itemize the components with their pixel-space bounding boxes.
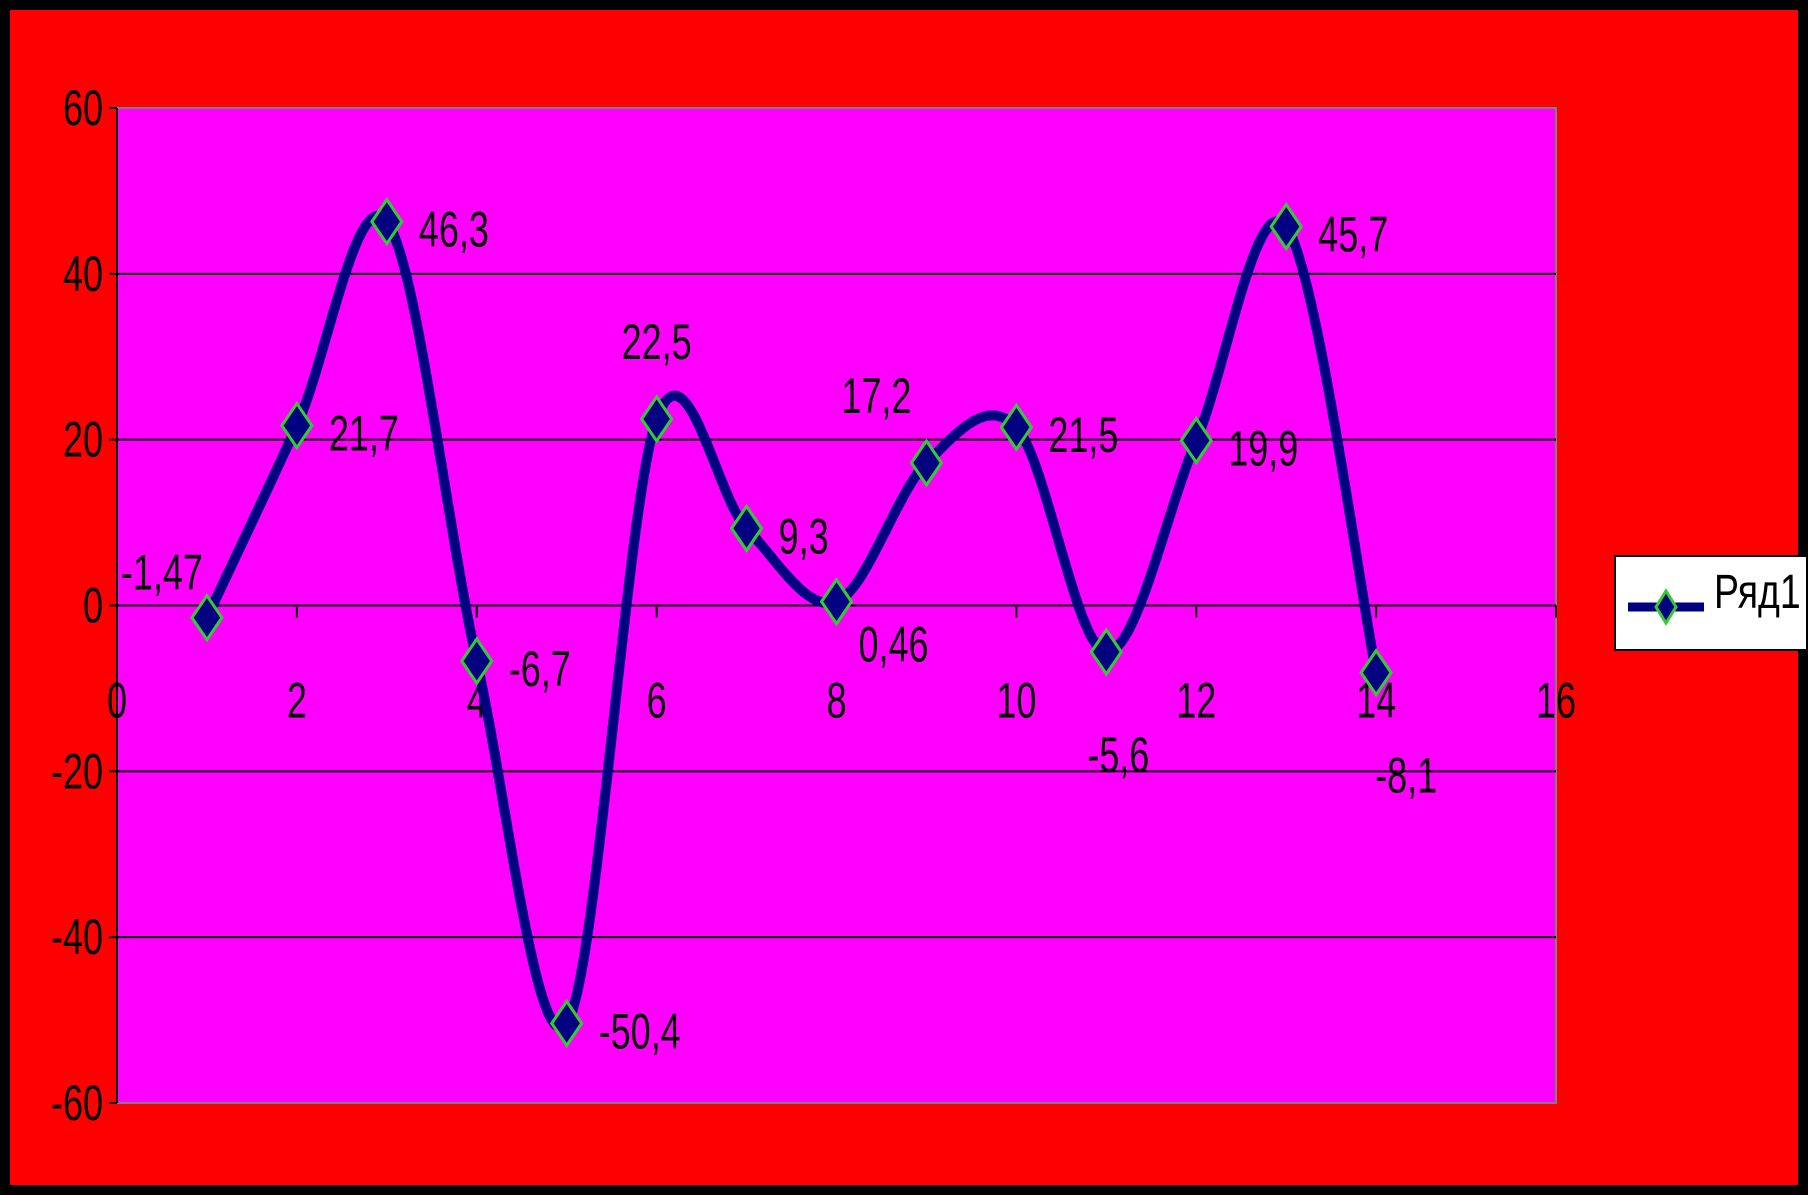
data-point-marker (639, 394, 674, 444)
data-label: 45,7 (1318, 208, 1388, 263)
data-point-marker (909, 438, 944, 488)
data-label: 17,2 (841, 369, 911, 424)
y-tick-label: 60 (63, 81, 103, 136)
diamond-line-marker-icon (1628, 588, 1704, 626)
data-label: -1,47 (121, 546, 203, 601)
data-point-marker (549, 998, 584, 1049)
data-label: -8,1 (1375, 749, 1437, 804)
data-label: -6,7 (509, 642, 571, 697)
data-point-marker (1359, 647, 1393, 698)
y-tick-label: -60 (51, 1076, 103, 1131)
data-point-marker (190, 593, 224, 643)
data-label: 46,3 (419, 203, 489, 258)
series-ryad1 (190, 196, 1393, 1049)
y-tick-label: 20 (63, 413, 103, 468)
data-label: 22,5 (622, 315, 692, 370)
x-tick-label: 10 (996, 674, 1036, 729)
data-label: 9,3 (779, 510, 829, 565)
data-point-marker (369, 196, 404, 247)
x-tick-label: 8 (826, 674, 846, 729)
data-point-marker (280, 400, 314, 451)
y-tick-label: -20 (51, 745, 103, 800)
data-label: -5,6 (1087, 728, 1149, 783)
x-tick-label: 16 (1536, 674, 1576, 729)
data-point-marker (1089, 627, 1124, 677)
data-labels: -1,47 21,7 46,3 -6,7 -50,4 22,5 9,3 0,46 17,2 21,… (121, 203, 1437, 1060)
data-label: 21,5 (1048, 409, 1118, 464)
data-point-marker (1269, 201, 1304, 252)
data-label: 0,46 (859, 618, 929, 673)
gridlines (117, 272, 1556, 939)
x-tick-label: 6 (647, 674, 667, 729)
x-tick-label: 12 (1176, 674, 1216, 729)
y-tick-label: 0 (83, 579, 103, 634)
x-tick-label: 0 (107, 674, 127, 729)
data-label: 21,7 (329, 407, 399, 462)
data-label: 19,9 (1228, 422, 1298, 477)
data-point-marker (999, 402, 1034, 452)
y-tick-label: -40 (51, 911, 103, 966)
data-point-marker (459, 636, 494, 686)
legend-label: Ряд1 (1714, 566, 1801, 619)
x-tick-label: 2 (287, 674, 307, 729)
y-tick-label: 40 (63, 247, 103, 302)
data-point-marker (1179, 415, 1214, 466)
data-label: -50,4 (599, 1005, 681, 1060)
legend: Ряд1 (1614, 555, 1808, 651)
data-point-marker (729, 503, 764, 554)
data-point-marker (819, 577, 854, 627)
